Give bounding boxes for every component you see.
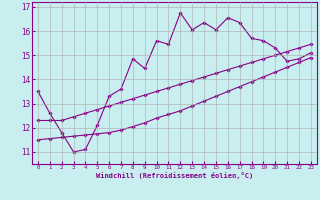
X-axis label: Windchill (Refroidissement éolien,°C): Windchill (Refroidissement éolien,°C) <box>96 172 253 179</box>
